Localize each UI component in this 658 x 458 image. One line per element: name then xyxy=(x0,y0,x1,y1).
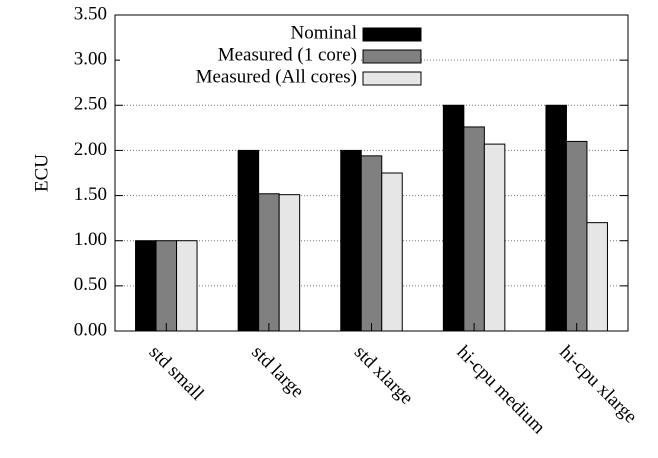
legend-label: Nominal xyxy=(291,22,358,43)
x-tick-label: hi-cpu xlarge xyxy=(555,342,641,428)
bar-measured-1-core-3 xyxy=(463,126,485,332)
bar-nominal-1 xyxy=(237,149,260,332)
bars xyxy=(135,104,608,332)
legend-swatch xyxy=(362,27,422,42)
bar-measured-all-cores-1 xyxy=(278,194,301,332)
bar-measured-all-cores-3 xyxy=(483,143,506,332)
bar-nominal-0 xyxy=(135,240,157,332)
legend-label: Measured (1 core) xyxy=(218,44,357,65)
y-axis-title: ECU xyxy=(31,154,52,192)
y-tick-label: 1.00 xyxy=(74,229,107,250)
bar-measured-1-core-1 xyxy=(258,193,280,332)
y-tick-label: 1.50 xyxy=(74,184,107,205)
y-axis-ticks: 0.00 0.50 1.00 1.50 2.00 2.50 3.00 3.50 xyxy=(74,3,628,340)
bar-nominal-2 xyxy=(340,149,362,332)
bar-measured-all-cores-0 xyxy=(176,240,198,332)
bar-measured-1-core-4 xyxy=(565,140,588,332)
y-tick-label: 2.50 xyxy=(74,94,107,115)
bar-measured-all-cores-2 xyxy=(381,172,403,332)
legend-label: Measured (All cores) xyxy=(196,66,357,87)
bar-measured-1-core-2 xyxy=(360,155,383,332)
y-tick-label: 0.00 xyxy=(74,319,107,340)
y-tick-label: 3.50 xyxy=(74,3,107,24)
legend-background xyxy=(120,20,360,100)
x-tick-label: std large xyxy=(247,342,308,403)
x-tick-label: std xlarge xyxy=(350,342,417,409)
y-tick-label: 3.00 xyxy=(74,49,107,70)
bar-nominal-4 xyxy=(545,104,567,332)
x-tick-label: std small xyxy=(145,342,208,405)
y-tick-label: 0.50 xyxy=(74,274,107,295)
legend-swatch xyxy=(362,49,422,64)
legend-swatch xyxy=(362,71,422,86)
bar-measured-1-core-0 xyxy=(155,240,178,332)
bar-measured-all-cores-4 xyxy=(586,222,608,332)
x-axis-ticks: std small std large std xlarge hi-cpu mediu… xyxy=(145,323,641,438)
y-tick-label: 2.00 xyxy=(74,139,107,160)
bar-nominal-3 xyxy=(442,104,465,332)
x-tick-label: hi-cpu medium xyxy=(453,342,550,439)
